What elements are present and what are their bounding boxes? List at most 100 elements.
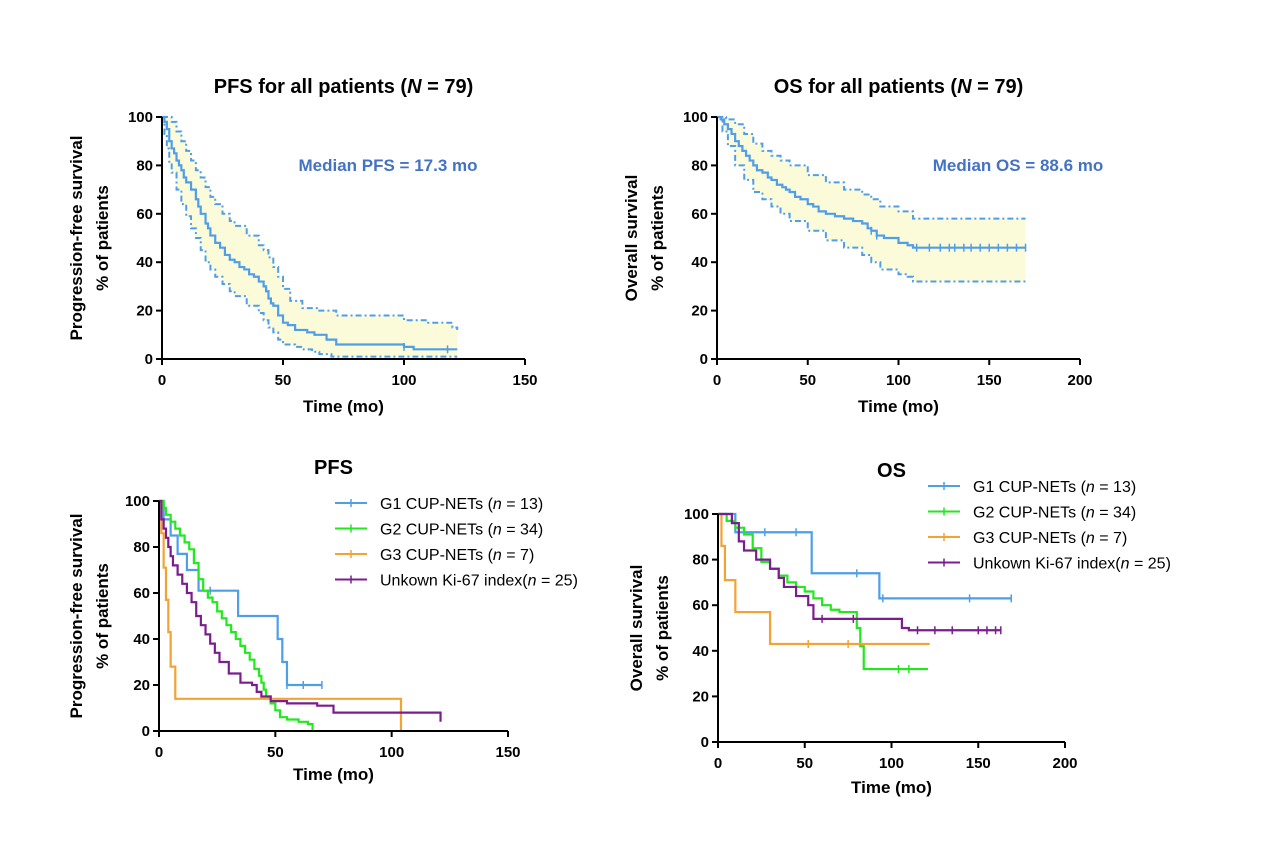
y-tick-label: 100 [128, 109, 153, 126]
y-tick-label: 0 [700, 351, 708, 368]
x-axis-label: Time (mo) [858, 397, 939, 416]
chart-panel-4: OS 0 20 40 60 80 100 0 50 100 150 200 Time (mo) Overa… [627, 460, 1171, 797]
y-tick-label: 100 [125, 493, 150, 510]
x-axis-label: Time (mo) [293, 765, 374, 784]
legend-text: n [493, 496, 502, 513]
ci-upper-line [162, 116, 459, 330]
legend-text: G2 CUP-NETs ( [380, 522, 494, 539]
x-tick-label: 100 [379, 744, 404, 761]
legend-entry: G3 CUP-NETs (n = 7) [973, 530, 1127, 547]
y-axis-label: Overall survival [622, 175, 641, 302]
ci-lower-line [717, 116, 1026, 283]
legend-entry: Unkown Ki-67 index(n = 25) [380, 573, 578, 590]
legend-text: n [1086, 505, 1095, 522]
x-tick-label: 150 [966, 755, 991, 772]
y-axis-label: % of patients [93, 563, 112, 669]
legend-entry: Unkown Ki-67 index(n = 25) [973, 556, 1171, 573]
x-tick-label: 0 [158, 372, 166, 389]
y-axis-label: Progression-free survival [67, 135, 86, 340]
x-tick-label: 0 [714, 755, 722, 772]
legend-text: n [493, 547, 502, 564]
survival-line-3 [159, 499, 403, 731]
y-tick-label: 60 [133, 585, 150, 602]
legend-text: n [493, 522, 502, 539]
survival-line-4 [159, 499, 442, 722]
legend: G1 CUP-NETs (n = 13)G2 CUP-NETs (n = 34)… [335, 496, 578, 590]
y-axis-label: % of patients [93, 185, 112, 291]
legend-text: G1 CUP-NETs ( [973, 479, 1087, 496]
x-tick-label: 50 [267, 744, 284, 761]
legend-text: G2 CUP-NETs ( [973, 505, 1087, 522]
y-tick-label: 20 [692, 688, 709, 705]
y-tick-label: 100 [683, 109, 708, 126]
x-tick-label: 100 [886, 372, 911, 389]
y-axis-label: % of patients [648, 185, 667, 291]
y-tick-label: 40 [133, 631, 150, 648]
x-tick-label: 50 [799, 372, 816, 389]
x-axis-label: Time (mo) [303, 397, 384, 416]
chart-panel-1: PFS for all patients (N = 79) 0 20 40 60 80 10… [67, 76, 538, 416]
x-tick-label: 150 [512, 372, 537, 389]
x-axis-label: Time (mo) [851, 778, 932, 797]
chart-title-part: OS for all patients ( [774, 76, 958, 98]
chart-title: PFS [314, 457, 353, 479]
ci-lower-line [162, 116, 458, 358]
x-tick-label: 200 [1067, 372, 1092, 389]
x-tick-label: 0 [713, 372, 721, 389]
confidence-band [162, 117, 458, 357]
y-tick-label: 80 [133, 539, 150, 556]
chart-title-part: = 79) [972, 76, 1024, 98]
y-tick-label: 60 [136, 206, 153, 223]
y-tick-label: 80 [692, 552, 709, 569]
legend-text: Unkown Ki-67 index( [973, 556, 1121, 573]
chart-title: OS [877, 460, 906, 482]
x-tick-label: 100 [391, 372, 416, 389]
x-tick-label: 150 [977, 372, 1002, 389]
chart-panel-3: PFS 0 20 40 60 80 100 0 50 100 150 Time (mo) Progres… [67, 457, 578, 784]
legend-text: n [1086, 479, 1095, 496]
confidence-band [717, 117, 1026, 282]
legend-entry: G1 CUP-NETs (n = 13) [973, 479, 1136, 496]
chart-title: PFS for all patients (N = 79) [214, 76, 474, 98]
survival-line-3 [718, 512, 930, 646]
y-tick-label: 20 [136, 303, 153, 320]
y-tick-label: 80 [691, 157, 708, 174]
survival-line-1 [159, 499, 322, 687]
legend-text: = 13) [502, 496, 543, 513]
legend-entry: G3 CUP-NETs (n = 7) [380, 547, 534, 564]
legend-text: = 7) [1095, 530, 1127, 547]
y-axis-label: % of patients [653, 575, 672, 681]
y-tick-label: 100 [684, 506, 709, 523]
legend-text: = 7) [502, 547, 534, 564]
legend-entry: G2 CUP-NETs (n = 34) [973, 505, 1136, 522]
y-tick-label: 0 [701, 734, 709, 751]
chart-panel-2: OS for all patients (N = 79) 0 20 40 60 80 100… [622, 76, 1103, 416]
chart-title-part: N [407, 76, 422, 98]
legend-text: Unkown Ki-67 index( [380, 573, 528, 590]
y-axis-label: Progression-free survival [67, 513, 86, 718]
legend: G1 CUP-NETs (n = 13) G2 CUP-NETs (n = 34)… [928, 479, 1171, 573]
x-tick-label: 50 [796, 755, 813, 772]
legend-entry: G1 CUP-NETs (n = 13) [380, 496, 543, 513]
y-tick-label: 20 [133, 677, 150, 694]
x-tick-label: 0 [155, 744, 163, 761]
y-tick-label: 40 [692, 643, 709, 660]
legend-text: = 25) [1130, 556, 1171, 573]
x-tick-label: 50 [275, 372, 292, 389]
chart-title: OS for all patients (N = 79) [774, 76, 1024, 98]
legend-text: n [1121, 556, 1130, 573]
y-tick-label: 60 [691, 206, 708, 223]
chart-title-part: PFS for all patients ( [214, 76, 408, 98]
y-tick-label: 40 [136, 254, 153, 271]
y-tick-label: 0 [142, 723, 150, 740]
chart-title-part: N [957, 76, 972, 98]
x-tick-label: 150 [495, 744, 520, 761]
y-tick-label: 40 [691, 254, 708, 271]
legend-text: = 34) [502, 522, 543, 539]
y-tick-label: 20 [691, 303, 708, 320]
median-annotation: Median OS = 88.6 mo [933, 156, 1104, 175]
y-axis-label: Overall survival [627, 565, 646, 692]
survival-line-4 [718, 512, 1001, 632]
survival-line-2 [718, 512, 928, 671]
